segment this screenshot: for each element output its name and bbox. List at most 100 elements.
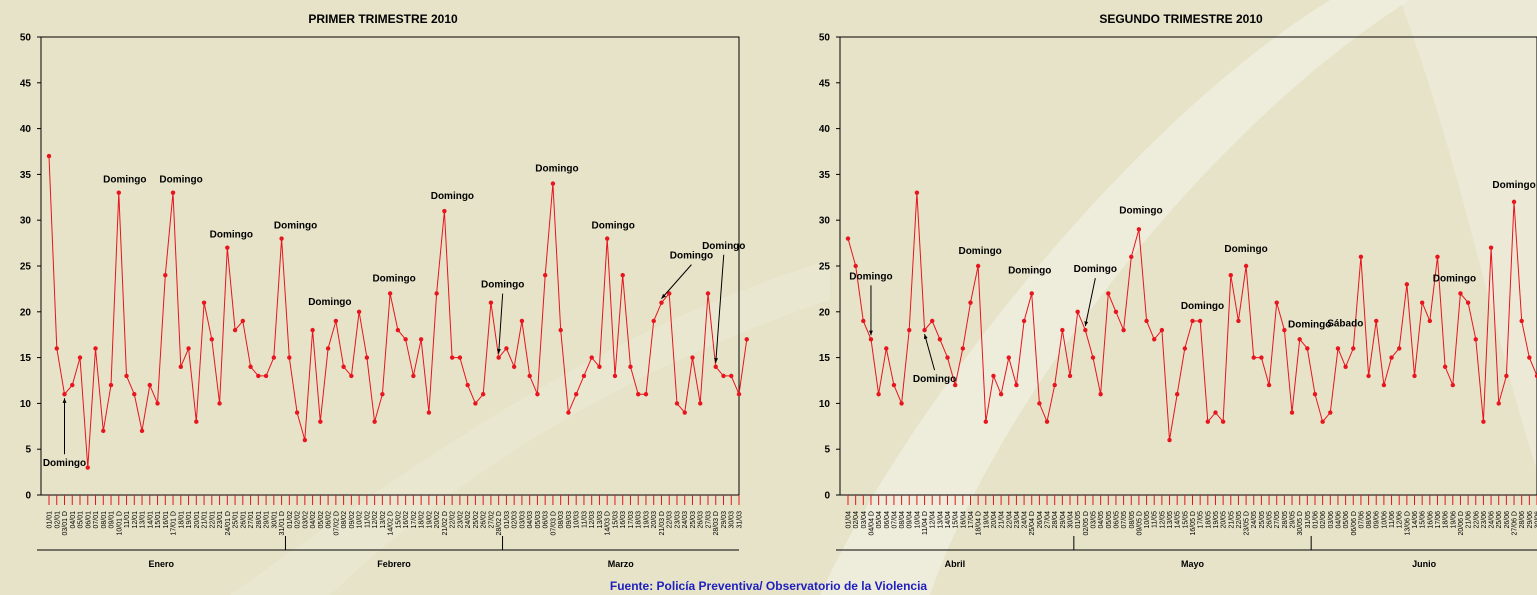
- data-point: [868, 337, 874, 342]
- x-tick-label: 08/04: [899, 511, 906, 529]
- annotation-label: Domingo: [913, 374, 956, 385]
- data-point: [256, 373, 261, 379]
- x-tick-label: 08/06: [1366, 511, 1373, 529]
- data-point: [271, 355, 277, 360]
- annotation-arrowhead: [661, 293, 666, 299]
- data-point: [1174, 392, 1180, 397]
- data-point: [108, 382, 114, 388]
- data-point: [1481, 419, 1486, 424]
- data-point: [721, 373, 726, 379]
- x-tick-label: 19/04: [983, 511, 990, 529]
- data-point: [364, 355, 370, 360]
- chart-title: PRIMER TRIMESTRE 2010: [308, 12, 458, 26]
- annotation-label: Domingo: [308, 297, 351, 308]
- data-point: [620, 272, 625, 278]
- data-point: [46, 153, 52, 159]
- data-point: [1282, 327, 1287, 333]
- y-tick-label: 45: [20, 78, 32, 89]
- y-tick-label: 20: [20, 307, 32, 318]
- x-tick-label: 21/01: [202, 511, 209, 529]
- data-point: [1182, 346, 1188, 351]
- x-tick-label: 12/01: [132, 511, 139, 529]
- data-point: [1259, 355, 1264, 360]
- data-point: [907, 327, 912, 333]
- x-tick-label: 03/04: [861, 511, 868, 529]
- x-tick-label: 23/03: [674, 511, 681, 529]
- data-point: [1351, 346, 1356, 351]
- x-tick-label: 13/06 D: [1404, 511, 1411, 536]
- data-point: [1213, 410, 1218, 415]
- x-tick-label: 14/02 D: [388, 511, 395, 536]
- x-tick-label: 28/01: [256, 511, 263, 529]
- x-tick-label: 20/06 D: [1458, 511, 1465, 536]
- x-tick-label: 02/06: [1320, 511, 1327, 529]
- data-point: [1427, 318, 1433, 324]
- x-tick-label: 17/05: [1198, 511, 1205, 529]
- data-point: [628, 364, 633, 369]
- data-point: [418, 337, 424, 342]
- x-tick-label: 27/02: [488, 511, 495, 529]
- data-point: [240, 318, 246, 324]
- x-tick-label: 27/06 D: [1512, 511, 1519, 536]
- data-point: [232, 327, 238, 333]
- x-tick-label: 18/01: [178, 511, 185, 529]
- data-point: [488, 300, 494, 305]
- annotation-label: Domingo: [431, 191, 474, 202]
- annotation-label: Sábado: [1327, 318, 1363, 329]
- x-tick-label: 11/01: [124, 511, 131, 528]
- x-tick-label: 11/02: [364, 511, 371, 528]
- annotation-arrowhead: [1084, 321, 1089, 327]
- data-point: [612, 373, 618, 379]
- x-tick-label: 03/05: [1090, 511, 1097, 529]
- x-tick-label: 19/02: [426, 511, 433, 529]
- data-point: [1289, 410, 1295, 415]
- data-point: [1266, 382, 1272, 388]
- y-tick-label: 10: [20, 399, 32, 410]
- x-tick-label: 02/05 D: [1083, 511, 1090, 536]
- x-tick-label: 13/01: [140, 511, 147, 529]
- y-tick-label: 10: [819, 399, 831, 410]
- data-point: [201, 300, 207, 305]
- x-tick-label: 24/03: [682, 511, 689, 529]
- x-tick-label: 08/03: [558, 511, 565, 529]
- x-tick-label: 04/03: [527, 511, 534, 529]
- data-point: [147, 382, 152, 388]
- data-point: [287, 355, 292, 360]
- data-point: [1014, 382, 1019, 388]
- annotation-label: Domingo: [535, 164, 578, 175]
- data-point: [1220, 419, 1226, 424]
- data-point: [1228, 272, 1233, 278]
- data-point: [411, 373, 416, 379]
- data-point: [1251, 355, 1256, 360]
- annotation-label: Domingo: [1074, 264, 1117, 275]
- x-tick-label: 16/03: [620, 511, 627, 529]
- x-tick-label: 26/01: [240, 511, 247, 529]
- data-point: [605, 236, 610, 241]
- month-label: Mayo: [1181, 559, 1205, 569]
- data-point: [155, 401, 160, 406]
- x-tick-label: 10/05: [1144, 511, 1151, 529]
- y-tick-label: 30: [819, 216, 831, 227]
- x-tick-label: 09/06: [1374, 511, 1381, 529]
- x-tick-label: 29/04: [1060, 511, 1067, 529]
- annotation-arrowhead: [62, 398, 67, 403]
- annotation-label: Domingo: [103, 175, 146, 186]
- data-point: [891, 382, 897, 388]
- x-tick-label: 08/05: [1129, 511, 1136, 529]
- data-point: [496, 355, 501, 360]
- x-tick-label: 12/05: [1159, 511, 1166, 529]
- x-tick-label: 29/06: [1527, 511, 1534, 529]
- data-point: [1075, 309, 1080, 314]
- x-tick-label: 12/02: [372, 511, 379, 529]
- data-point: [1527, 355, 1532, 360]
- x-tick-label: 21/02 D: [442, 511, 449, 536]
- data-point: [1113, 309, 1119, 314]
- x-tick-label: 12/04: [930, 511, 937, 529]
- data-point: [1511, 199, 1517, 205]
- data-point: [186, 346, 191, 351]
- x-tick-label: 25/06: [1496, 511, 1503, 529]
- x-tick-label: 07/02 D: [333, 511, 340, 536]
- data-point: [442, 208, 447, 214]
- x-tick-label: 13/05: [1167, 511, 1174, 529]
- annotation-label: Domingo: [1288, 319, 1331, 330]
